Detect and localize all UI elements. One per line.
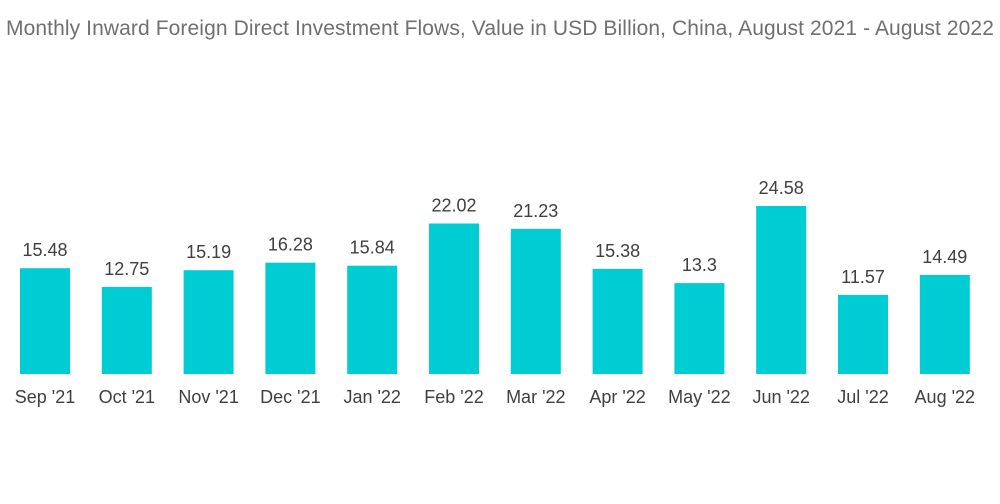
x-tick-label: Mar '22 — [506, 387, 565, 407]
bar-value-label: 15.48 — [22, 240, 67, 260]
x-tick-label: Jun '22 — [752, 387, 809, 407]
bar-value-label: 15.19 — [186, 242, 231, 262]
x-tick-label: Sep '21 — [15, 387, 76, 407]
x-tick-label: Oct '21 — [99, 387, 155, 407]
bar-value-label: 22.02 — [431, 196, 476, 216]
bar-value-label: 16.28 — [268, 235, 313, 255]
bar — [592, 268, 643, 374]
bar-value-label: 15.38 — [595, 241, 640, 261]
x-tick-label: Feb '22 — [424, 387, 483, 407]
x-tick-label: Jul '22 — [837, 387, 888, 407]
x-tick-label: Apr '22 — [589, 387, 645, 407]
bar-value-label: 15.84 — [350, 238, 395, 258]
bar — [265, 262, 316, 374]
bar — [838, 294, 888, 374]
bar — [510, 228, 561, 374]
x-tick-label: Nov '21 — [178, 387, 238, 407]
x-tick-label: May '22 — [668, 387, 730, 407]
bar-value-label: 11.57 — [841, 267, 885, 287]
x-tick-label: Aug '22 — [915, 387, 976, 407]
bar-value-label: 13.3 — [682, 255, 717, 275]
x-tick-label: Jan '22 — [343, 387, 400, 407]
bar — [183, 270, 234, 374]
bar-value-label: 12.75 — [104, 259, 149, 279]
bar-value-label: 24.58 — [759, 178, 804, 198]
bar-value-label: 14.49 — [922, 247, 967, 267]
bar — [756, 206, 807, 374]
bar — [674, 283, 725, 374]
chart-title: Monthly Inward Foreign Direct Investment… — [6, 17, 994, 40]
bar — [20, 268, 70, 374]
bar — [919, 275, 970, 374]
bar — [347, 265, 398, 374]
bar — [101, 286, 152, 374]
bar-value-label: 21.23 — [513, 201, 558, 221]
x-tick-label: Dec '21 — [260, 387, 320, 407]
bar — [429, 223, 479, 374]
